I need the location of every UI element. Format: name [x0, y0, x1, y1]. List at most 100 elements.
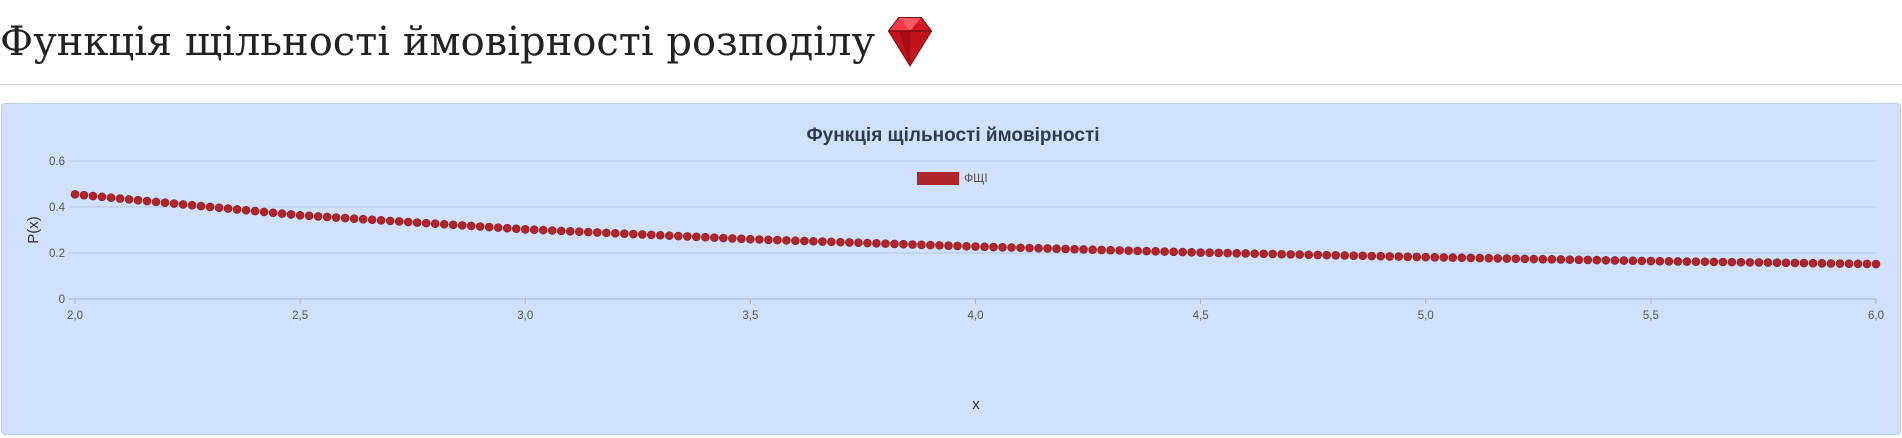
data-point [1358, 251, 1368, 261]
data-point [980, 242, 989, 252]
data-point [1196, 248, 1205, 257]
data-point [719, 233, 728, 243]
y-axis-label: P(x) [25, 216, 42, 244]
data-point [1259, 249, 1268, 259]
x-tick-label: 5,0 [1418, 310, 1434, 322]
x-tick-label: 4,5 [1193, 310, 1209, 322]
data-point [1205, 248, 1214, 258]
data-point [1520, 254, 1530, 264]
data-point [1547, 255, 1557, 264]
data-point [1853, 259, 1863, 269]
data-point [259, 207, 269, 217]
data-point [205, 202, 215, 212]
legend: ФЩІ [917, 171, 988, 185]
data-point [1232, 248, 1241, 258]
data-point [277, 209, 287, 218]
data-point [1682, 257, 1692, 266]
data-point [701, 232, 710, 242]
data-point [385, 216, 395, 226]
data-point [1610, 256, 1620, 265]
data-point [304, 211, 314, 221]
data-point [1790, 258, 1800, 268]
data-point [349, 214, 359, 223]
data-point [556, 226, 566, 236]
data-point [899, 239, 908, 249]
data-point [1016, 243, 1025, 253]
y-tick-label: 0 [59, 294, 65, 306]
legend-label: ФЩІ [964, 171, 988, 185]
data-point [295, 210, 305, 220]
data-point [160, 198, 170, 208]
data-point [1718, 257, 1728, 267]
x-tick-label: 2,5 [292, 310, 308, 322]
x-tick-label: 6,0 [1868, 310, 1884, 322]
data-point [998, 242, 1007, 252]
data-point [935, 241, 944, 250]
data-point [547, 226, 557, 235]
data-point [313, 212, 323, 221]
data-point [1727, 257, 1737, 267]
data-point [493, 223, 503, 232]
data-point [1763, 258, 1773, 267]
x-tick-label: 3,0 [517, 310, 533, 322]
series-points [70, 190, 1881, 269]
data-point [1817, 259, 1827, 268]
data-point [692, 232, 701, 242]
data-point [746, 234, 755, 244]
data-point [1475, 253, 1485, 263]
data-point [1304, 250, 1313, 260]
data-point [1655, 256, 1665, 266]
data-point [1745, 258, 1755, 267]
data-point [962, 241, 971, 251]
data-point [1322, 250, 1331, 260]
data-point [1340, 251, 1350, 260]
data-point [1052, 244, 1061, 254]
data-point [70, 190, 80, 199]
y-tick-label: 0.2 [49, 248, 65, 260]
chart-panel: Функція щільності ймовірності ФЩІ 0 0.2 0.… [1, 103, 1901, 435]
data-point [421, 218, 431, 228]
data-point [268, 208, 278, 218]
data-point [475, 222, 485, 231]
data-point [484, 222, 494, 232]
data-point [1043, 244, 1052, 253]
data-point [367, 215, 377, 225]
data-point [647, 230, 656, 240]
data-point [1628, 256, 1638, 266]
page-title: Функція щільності ймовірності розподілу [0, 14, 935, 70]
data-point [1673, 257, 1683, 266]
x-tick-label: 3,5 [742, 310, 758, 322]
data-point [1691, 257, 1701, 266]
data-point [97, 192, 107, 202]
grid [69, 160, 1876, 300]
data-point [1142, 246, 1151, 256]
data-point [178, 200, 188, 209]
data-point [1808, 258, 1818, 268]
data-point [854, 238, 863, 248]
data-point [773, 235, 782, 245]
data-point [601, 228, 611, 238]
data-point [1529, 254, 1539, 264]
page-title-text: Функція щільності ймовірності розподілу [0, 19, 875, 65]
data-point [1736, 257, 1746, 267]
data-point [1709, 257, 1719, 267]
data-point [791, 236, 800, 245]
x-tick-label: 2,0 [67, 310, 83, 322]
data-point [629, 229, 638, 239]
data-point [827, 237, 836, 247]
data-point [1124, 246, 1133, 255]
data-point [1079, 245, 1088, 254]
data-point [1268, 249, 1277, 259]
data-point [1646, 256, 1656, 266]
data-point [538, 225, 548, 235]
data-point [250, 206, 260, 216]
data-point [1313, 250, 1322, 260]
pdf-chart: Функція щільності ймовірності ФЩІ 0 0.2 0.… [25, 125, 1884, 413]
data-point [1430, 252, 1440, 262]
data-point [1511, 254, 1521, 264]
data-point [665, 231, 674, 240]
data-point [1061, 244, 1070, 254]
data-point [88, 191, 98, 201]
data-point [989, 242, 998, 252]
data-point [1412, 252, 1422, 262]
